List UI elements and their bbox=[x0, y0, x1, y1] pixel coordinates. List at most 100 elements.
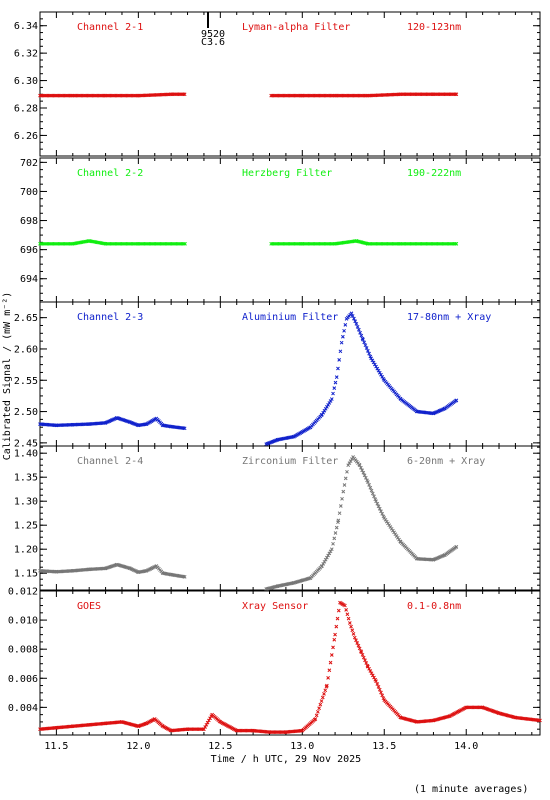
data-point bbox=[182, 92, 187, 97]
panel-band-label: 120-123nm bbox=[407, 22, 461, 33]
data-point bbox=[379, 690, 383, 695]
data-point bbox=[370, 491, 375, 496]
data-point bbox=[372, 362, 377, 367]
data-point bbox=[204, 722, 209, 727]
data-point bbox=[356, 643, 361, 648]
data-point bbox=[368, 485, 373, 490]
panel-filter-label: Lyman-alpha Filter bbox=[242, 22, 350, 33]
data-point bbox=[343, 476, 348, 481]
data-point bbox=[331, 391, 335, 396]
data-point bbox=[380, 693, 385, 698]
panel-channel-label: Channel 2-2 bbox=[77, 168, 143, 179]
data-point bbox=[329, 653, 334, 657]
panel-filter-label: Xray Sensor bbox=[242, 601, 308, 612]
data-point bbox=[328, 660, 333, 665]
panel-channel-label: Channel 2-3 bbox=[77, 312, 143, 323]
data-point bbox=[361, 470, 366, 475]
data-point bbox=[328, 549, 333, 554]
data-point bbox=[318, 702, 323, 707]
y-tick-label: 696 bbox=[20, 245, 38, 256]
data-point bbox=[323, 688, 328, 693]
y-tick-label: 702 bbox=[20, 158, 38, 169]
y-tick-label: 1.20 bbox=[14, 545, 38, 556]
data-point bbox=[349, 311, 354, 316]
data-point bbox=[360, 468, 364, 473]
data-point bbox=[454, 92, 459, 97]
data-point bbox=[364, 661, 369, 665]
data-point bbox=[334, 624, 339, 629]
panel-frame bbox=[39, 445, 541, 591]
panel-frame bbox=[39, 157, 541, 303]
data-point bbox=[342, 483, 347, 487]
data-point bbox=[335, 616, 340, 621]
data-point bbox=[336, 366, 340, 371]
data-point bbox=[333, 632, 337, 637]
data-point bbox=[370, 673, 375, 678]
data-point bbox=[375, 682, 380, 686]
y-tick-label: 1.40 bbox=[14, 449, 38, 460]
data-point bbox=[329, 547, 334, 552]
data-point bbox=[326, 553, 330, 558]
series-points bbox=[38, 239, 459, 246]
y-tick-label: 2.50 bbox=[14, 407, 38, 418]
data-point bbox=[367, 351, 371, 356]
data-point bbox=[346, 616, 351, 621]
y-tick-label: 694 bbox=[20, 274, 38, 285]
data-point bbox=[322, 692, 326, 696]
data-point bbox=[359, 333, 364, 338]
panels: 6.26 6.28 6.30 6.32 6.34 Channel 2-1 Lyman-alp… bbox=[8, 11, 542, 752]
panel-band-label: 17-80nm + Xray bbox=[407, 312, 491, 323]
data-point bbox=[367, 483, 371, 487]
data-point bbox=[182, 574, 187, 579]
event-marker-id: 9520 bbox=[201, 29, 225, 40]
data-point bbox=[325, 555, 329, 560]
data-point bbox=[369, 671, 374, 676]
data-point bbox=[379, 372, 383, 377]
data-point bbox=[182, 426, 187, 431]
panel-1: 6.26 6.28 6.30 6.32 6.34 Channel 2-1 Lyman-alp… bbox=[14, 11, 541, 157]
data-point bbox=[333, 380, 338, 385]
data-point bbox=[364, 346, 369, 350]
data-point bbox=[377, 687, 382, 692]
data-point bbox=[349, 624, 353, 629]
data-point bbox=[375, 366, 380, 371]
x-tick-label: 12.5 bbox=[208, 741, 232, 752]
data-point bbox=[205, 720, 210, 725]
y-tick-label: 2.60 bbox=[14, 344, 38, 355]
data-point bbox=[336, 608, 341, 613]
data-point bbox=[345, 469, 349, 474]
x-tick-label: 13.0 bbox=[290, 741, 314, 752]
data-point bbox=[331, 541, 335, 546]
data-point bbox=[328, 399, 333, 403]
data-point bbox=[320, 695, 325, 700]
data-point bbox=[332, 536, 337, 541]
data-point bbox=[343, 322, 348, 327]
panel-4: 1.15 1.20 1.25 1.30 1.35 1.40 Channel 2-4 Zirco… bbox=[14, 445, 541, 591]
data-point bbox=[366, 480, 370, 484]
data-point bbox=[376, 685, 381, 689]
data-point bbox=[316, 709, 320, 714]
data-point bbox=[325, 683, 329, 688]
data-point bbox=[377, 370, 382, 375]
data-point bbox=[347, 461, 352, 466]
x-tick-label: 14.0 bbox=[454, 741, 478, 752]
data-point bbox=[368, 669, 373, 673]
data-point bbox=[369, 356, 374, 361]
panel-channel-label: GOES bbox=[77, 601, 101, 612]
y-tick-label: 0.012 bbox=[8, 587, 38, 598]
data-point bbox=[355, 641, 360, 645]
event-marker-class: C3.6 bbox=[201, 37, 225, 48]
panel-band-label: 0.1-0.8nm bbox=[407, 601, 461, 612]
y-tick-label: 1.15 bbox=[14, 569, 38, 580]
data-point bbox=[326, 676, 330, 680]
data-point bbox=[327, 668, 332, 673]
data-point bbox=[361, 337, 365, 342]
y-tick-label: 6.34 bbox=[14, 21, 38, 32]
data-point bbox=[363, 658, 367, 663]
y-tick-label: 2.45 bbox=[14, 438, 38, 449]
panel-frame bbox=[39, 590, 541, 736]
panel-channel-label: Channel 2-1 bbox=[77, 22, 143, 33]
y-tick-label: 1.30 bbox=[14, 497, 38, 508]
data-point bbox=[361, 655, 366, 660]
